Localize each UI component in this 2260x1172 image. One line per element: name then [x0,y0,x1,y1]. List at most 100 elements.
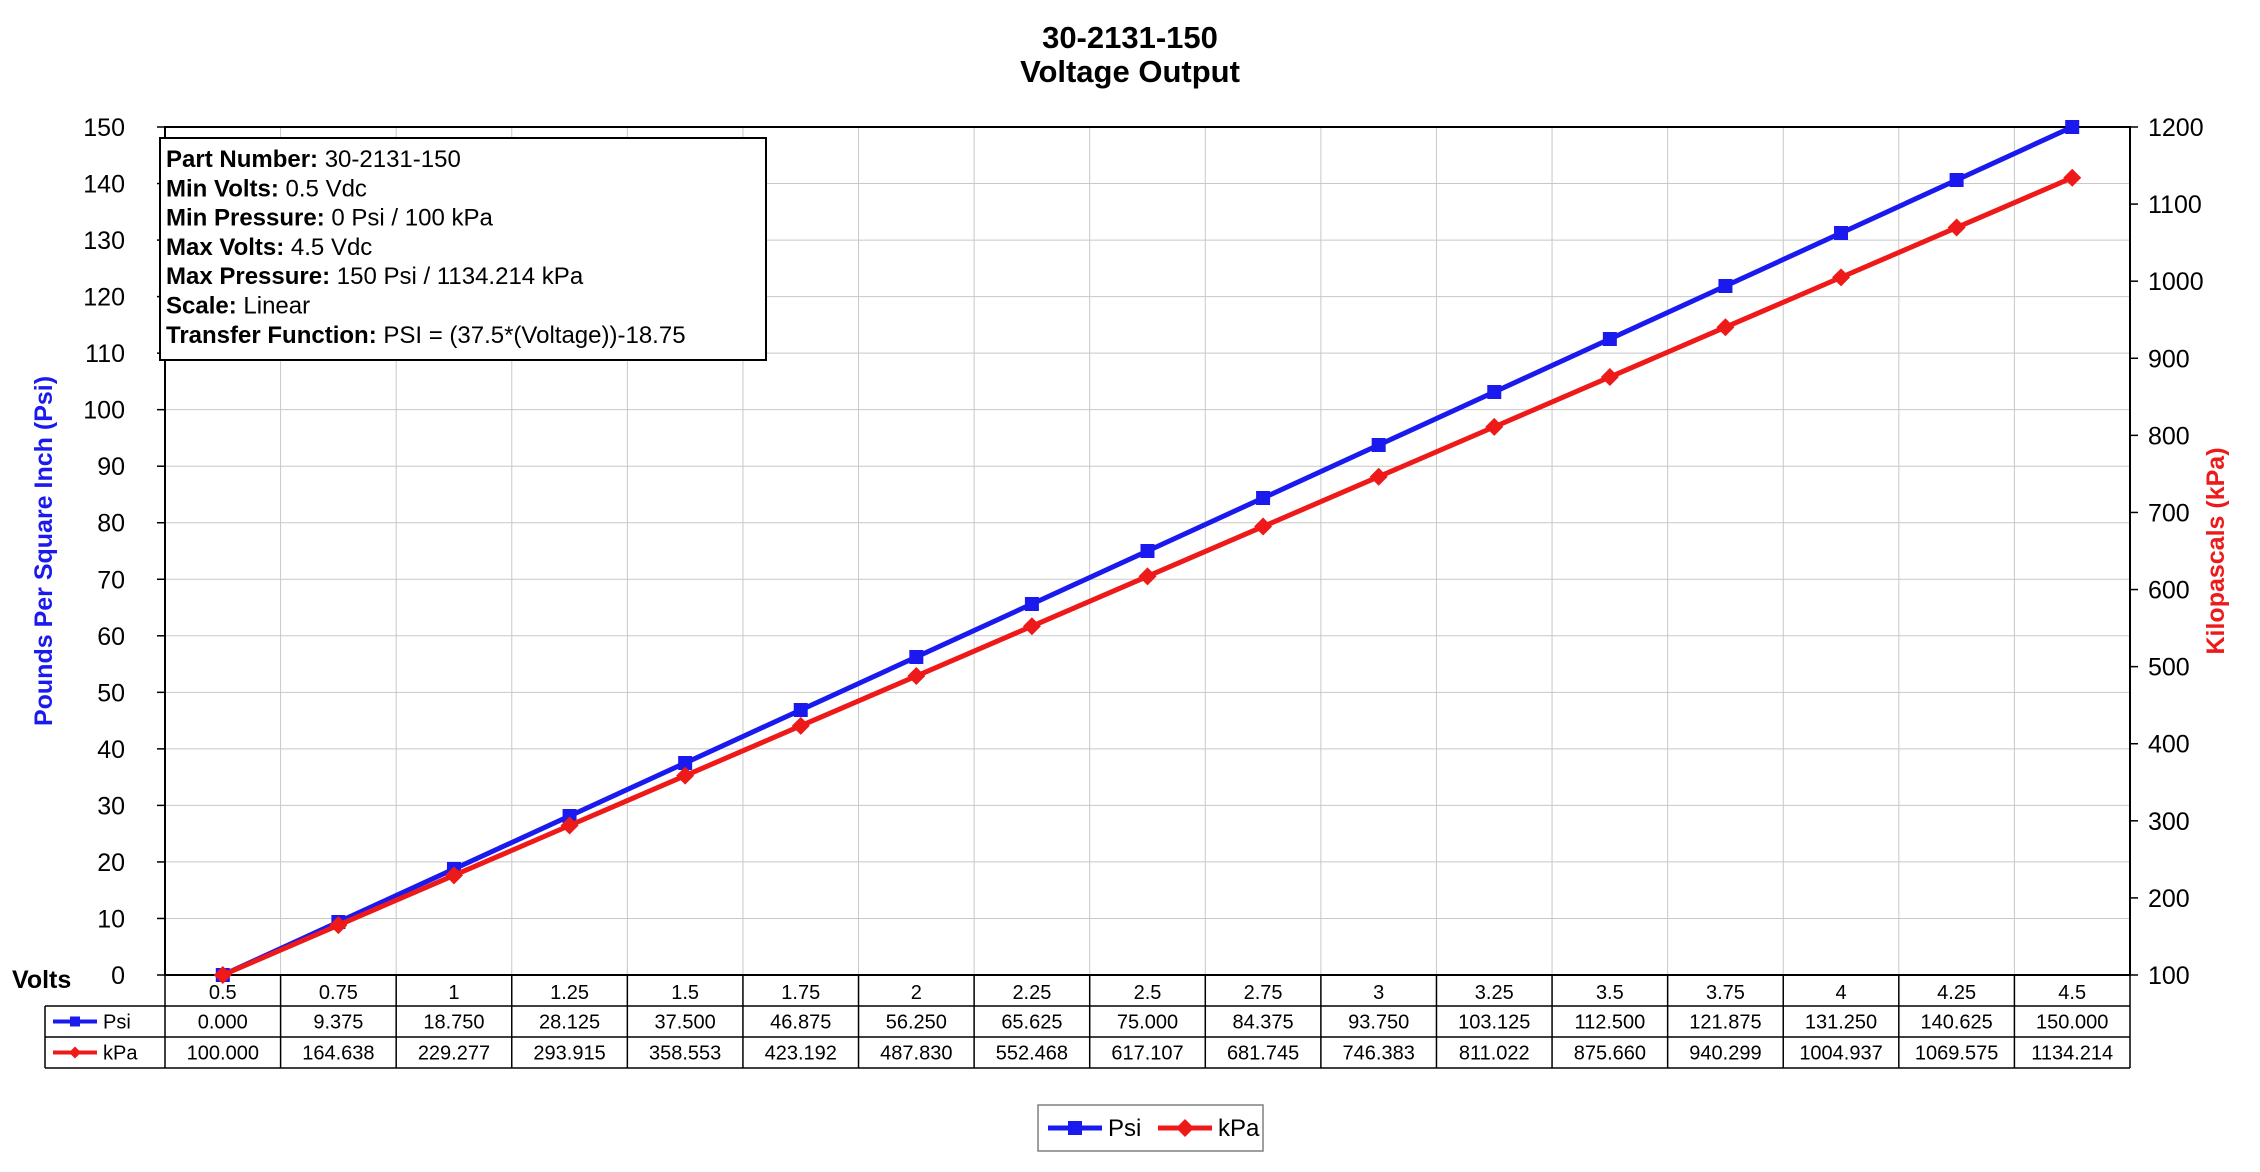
y-tick-label: 120 [83,284,125,312]
info-key: Part Number: [166,146,318,173]
data-point-kpa [2063,168,2082,187]
table-cell: 681.745 [1227,1043,1299,1065]
table-cell: 65.625 [1001,1012,1062,1034]
table-cell: 1134.214 [2031,1043,2113,1065]
table-cell: 131.250 [1805,1012,1877,1034]
data-point-psi [1140,544,1155,558]
info-key: Min Volts: [166,175,279,202]
info-value: 150 Psi / 1134.214 kPa [330,263,584,290]
info-key: Max Volts: [166,234,284,261]
chart-title-line-1: 30-2131-150 [1042,20,1218,55]
x-tick-label: 0.75 [319,982,358,1004]
y-tick-label: 110 [85,340,125,368]
y-tick-label: 20 [97,849,125,877]
x-tick-label: 1.75 [781,982,820,1004]
data-point-psi [1024,597,1039,611]
y-tick-label: 50 [97,679,125,707]
x-tick-label: 2.5 [1134,982,1162,1004]
table-cell: 617.107 [1111,1043,1183,1065]
right-axis-title: Kilopascals (kPa) [2202,447,2230,654]
data-point-kpa [1600,368,1619,387]
table-cell: 56.250 [886,1012,947,1034]
y-tick-label: 80 [97,510,125,538]
table-cell: 140.625 [1920,1012,1992,1034]
data-table: 0.5 0.75 1 1.25 1.5 1.75 2 2.25 2.5 2.75 3 3.25 3.5 3… [44,975,2131,1069]
table-cell: 9.375 [313,1012,363,1034]
table-cell: 0.000 [198,1012,248,1034]
table-cell: 28.125 [539,1012,600,1034]
info-value: Linear [237,293,310,320]
table-cell: 18.750 [423,1012,484,1034]
series-layer [213,120,2082,984]
data-point-psi [909,650,924,664]
data-point-kpa [676,766,695,785]
y2-tick-label: 600 [2148,577,2190,605]
info-box-frame [159,137,767,361]
y-tick-label: 70 [97,566,125,594]
table-cell: 37.500 [655,1012,716,1034]
data-point-kpa [1716,318,1735,337]
data-point-kpa [213,966,232,984]
table-cell: 746.383 [1343,1043,1415,1065]
info-key: Max Pressure: [166,263,330,290]
table-cell: 164.638 [302,1043,374,1065]
data-point-psi [1834,226,1849,240]
legend-marker-psi [1068,1121,1082,1135]
info-key: Scale: [166,293,237,320]
table-legend-marker [69,1046,81,1059]
data-point-kpa [1369,467,1388,486]
y2-tick-label: 200 [2148,885,2190,913]
x-tick-label: 4.5 [2058,982,2086,1004]
data-point-kpa [1485,417,1504,436]
data-point-kpa [1254,517,1273,536]
x-tick-label: 3.25 [1475,982,1514,1004]
data-point-kpa [1138,567,1157,586]
x-tick-label: 4.25 [1937,982,1976,1004]
table-cell: 940.299 [1689,1043,1761,1065]
table-cell: 84.375 [1233,1012,1294,1034]
x-tick-label: 2.25 [1012,982,1051,1004]
y-tick-label: 40 [97,736,125,764]
y2-tick-label: 100 [2148,962,2190,990]
data-point-psi [1371,438,1386,452]
legend-label-psi: Psi [1108,1115,1141,1142]
info-value: 4.5 Vdc [284,234,372,261]
y-tick-label: 100 [83,397,125,425]
x-tick-label: 1 [448,982,459,1004]
y2-tick-label: 1100 [2148,191,2202,219]
info-line: Min Pressure: 0 Psi / 100 kPa [166,205,493,232]
table-cell: 1069.575 [1915,1043,1998,1065]
y-tick-label: 30 [97,792,125,820]
x-tick-label: 1.5 [671,982,699,1004]
y-tick-label: 150 [83,114,125,142]
data-point-psi [2065,120,2080,134]
info-value: PSI = (37.5*(Voltage))-18.75 [377,322,686,349]
data-point-psi [1256,491,1271,505]
left-axis-ticks: 0 10 20 30 40 50 60 70 80 90 100 110 120 130 140 150 [83,114,165,990]
table-cell: 75.000 [1117,1012,1178,1034]
info-line: Max Volts: 4.5 Vdc [166,234,372,261]
table-row-label: kPa [103,1043,138,1065]
data-point-psi [678,756,693,770]
table-cell: 358.553 [649,1043,721,1065]
y-tick-label: 140 [83,171,125,199]
y2-tick-label: 900 [2148,345,2190,373]
table-cell: 811.022 [1459,1043,1530,1065]
data-point-psi [1487,385,1502,399]
y-tick-label: 90 [97,453,125,481]
info-line: Max Pressure: 150 Psi / 1134.214 kPa [166,263,584,290]
y-tick-label: 130 [83,227,125,255]
table-cell: 150.000 [2036,1012,2108,1034]
y2-tick-label: 800 [2148,422,2190,450]
info-value: 0 Psi / 100 kPa [325,205,494,232]
data-point-kpa [1947,218,1966,237]
table-cell: 103.125 [1458,1012,1530,1034]
data-point-kpa [560,816,579,835]
data-point-kpa [907,667,926,686]
legend-marker-kpa [1176,1119,1194,1137]
info-line: Scale: Linear [166,293,310,320]
table-cell: 112.500 [1574,1012,1645,1034]
table-cell: 93.750 [1348,1012,1409,1034]
